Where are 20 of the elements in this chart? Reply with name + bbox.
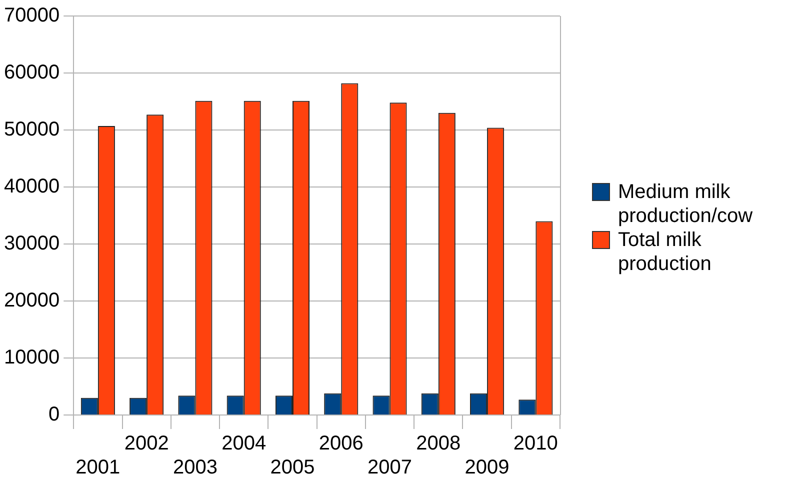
x-tick-label: 2005 [270,456,315,479]
x-tick-label: 2006 [318,432,364,455]
y-tick-label: 0 [48,404,60,426]
y-tick-label: 40000 [4,176,60,198]
legend-label: Medium milk production/cow [618,180,754,228]
x-tick-label: 2010 [513,432,558,455]
x-tick-label: 2002 [124,432,169,455]
y-tick-label: 70000 [4,4,60,27]
y-tick-label: 50000 [4,118,60,141]
y-tick-label: 30000 [4,232,60,255]
x-tick-label: 2008 [416,432,461,455]
y-tick-label: 10000 [4,346,60,369]
x-tick-label: 2007 [368,456,412,479]
x-tick-label: 2004 [222,432,266,455]
x-tick-label: 2003 [172,456,218,479]
y-tick-label: 60000 [4,62,60,84]
x-tick-label: 2009 [464,456,510,479]
y-tick-label: 20000 [4,290,60,312]
x-tick-label: 2001 [76,456,120,479]
legend-label: Total milk production [618,228,712,276]
